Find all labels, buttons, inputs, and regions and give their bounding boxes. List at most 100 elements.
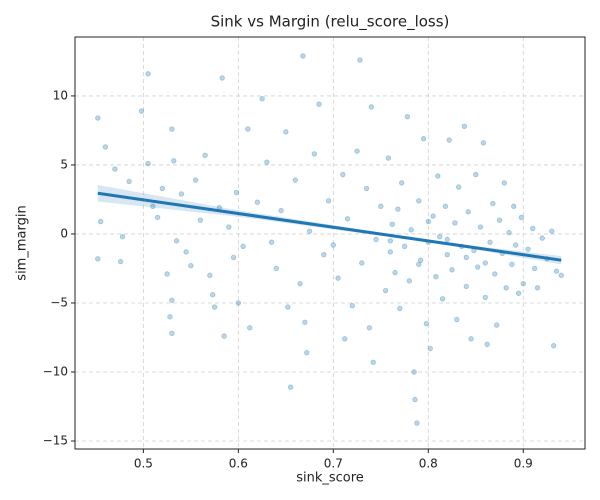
scatter-point: [171, 158, 177, 164]
scatter-point: [95, 256, 101, 262]
scatter-point: [292, 177, 299, 183]
plot-frame: [74, 36, 586, 450]
scatter-point: [490, 200, 496, 207]
scatter-point: [397, 305, 403, 312]
scatter-point: [506, 229, 512, 236]
scatter-point: [164, 271, 170, 277]
scatter-point: [235, 300, 242, 306]
scatter-point: [439, 296, 446, 302]
scatter-point: [117, 258, 124, 265]
x-tick-label: 0.6: [229, 457, 248, 471]
scatter-point: [449, 267, 455, 273]
scatter-point: [302, 319, 308, 325]
scatter-point: [138, 108, 145, 114]
scatter-point: [366, 325, 373, 331]
scatter-point: [530, 225, 536, 232]
scatter-point: [169, 126, 175, 132]
scatter-point: [492, 271, 498, 277]
scatter-point: [395, 206, 401, 212]
x-tick-label: 0.5: [134, 457, 153, 471]
scatter-point: [493, 322, 500, 328]
scatter-point: [330, 242, 337, 248]
scatter-point: [482, 260, 488, 266]
scatter-point: [167, 314, 173, 320]
scatter-point: [417, 257, 424, 263]
scatter-point: [416, 261, 422, 268]
scatter-point: [273, 265, 280, 272]
scatter-point: [433, 274, 439, 280]
scatter-point: [254, 199, 261, 205]
y-tick-label: −5: [50, 295, 68, 309]
scatter-point: [311, 151, 318, 157]
scatter-point: [425, 218, 431, 225]
scatter-point: [240, 243, 246, 250]
scatter-point: [145, 160, 151, 167]
scatter-point: [389, 221, 395, 227]
scatter-point: [325, 198, 332, 204]
scatter-point: [468, 336, 474, 342]
scatter-point: [335, 275, 341, 281]
chart-title: Sink vs Margin (relu_score_loss): [211, 13, 450, 32]
scatter-point: [230, 254, 237, 261]
scatter-point: [297, 280, 303, 287]
scatter-point: [221, 333, 227, 339]
x-tick-label: 0.9: [514, 457, 533, 471]
scatter-point: [197, 217, 204, 223]
scatter-point: [408, 227, 414, 233]
y-tick-label: −10: [43, 364, 68, 378]
scatter-point: [178, 191, 185, 197]
scatter-point: [357, 57, 363, 63]
scatter-point: [183, 249, 189, 255]
scatter-point: [512, 242, 519, 248]
scatter-point: [520, 280, 526, 287]
scatter-point: [169, 330, 175, 337]
scatter-point: [474, 264, 481, 270]
scatter-point: [340, 171, 346, 178]
scatter-point: [387, 249, 394, 255]
y-axis-label: sim_margin: [15, 205, 30, 280]
scatter-point: [283, 129, 289, 135]
scatter-point: [511, 203, 517, 210]
scatter-point: [427, 345, 433, 352]
scatter-point: [501, 180, 507, 186]
scatter-point: [525, 246, 531, 252]
scatter-point: [159, 185, 166, 192]
scatter-point: [477, 224, 484, 230]
scatter-point: [226, 224, 232, 230]
scatter-point: [268, 239, 275, 245]
scatter-point: [219, 75, 225, 81]
scatter-point: [245, 126, 251, 132]
scatter-point: [192, 177, 199, 183]
scatter-point: [259, 95, 265, 102]
scatter-point: [444, 251, 450, 258]
y-tick-label: 10: [53, 88, 68, 102]
scatter-point: [401, 243, 408, 250]
scatter-point: [463, 283, 469, 290]
scatter-point: [278, 207, 284, 214]
scatter-point: [444, 236, 450, 243]
scatter-point: [414, 420, 420, 426]
scatter-point: [95, 115, 101, 121]
scatter-point: [359, 260, 365, 266]
scatter-point: [382, 287, 389, 294]
scatter-point: [304, 349, 310, 356]
scatter-point: [436, 234, 443, 240]
scatter-point: [126, 178, 132, 185]
scatter-point: [368, 104, 375, 110]
scatter-point: [534, 285, 541, 291]
x-tick-label: 0.8: [419, 457, 438, 471]
scatter-point: [406, 278, 413, 284]
scatter-point: [316, 101, 322, 107]
scatter-point: [97, 218, 104, 225]
scatter-point: [370, 359, 376, 366]
scatter-point: [430, 213, 436, 219]
scatter-point: [392, 269, 398, 276]
scatter-point: [461, 123, 468, 130]
y-tick-label: −15: [43, 433, 68, 447]
scatter-point: [518, 214, 525, 221]
scatter-point: [188, 263, 194, 269]
scatter-point: [549, 228, 555, 234]
scatter-point: [300, 53, 306, 59]
